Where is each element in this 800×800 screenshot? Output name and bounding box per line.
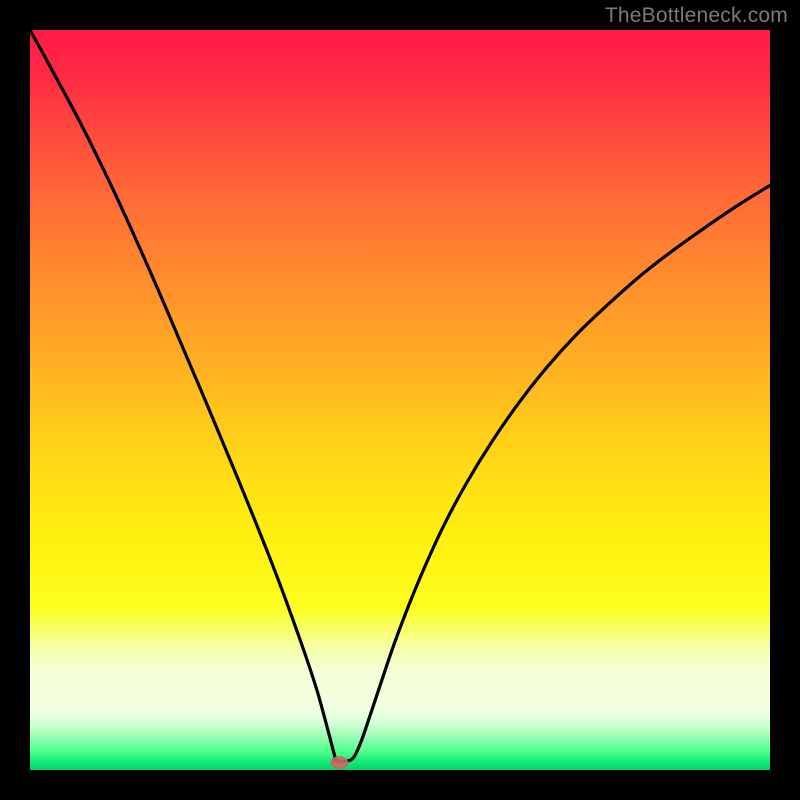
chart-container: TheBottleneck.com [0, 0, 800, 800]
chart-background [30, 30, 770, 770]
watermark-text: TheBottleneck.com [605, 4, 788, 28]
bottleneck-chart [0, 0, 800, 800]
optimal-point-marker [330, 756, 348, 769]
